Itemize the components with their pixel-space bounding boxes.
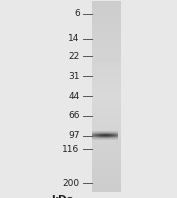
Text: 200: 200 [62,179,80,188]
Text: 6: 6 [74,9,80,18]
Text: 14: 14 [68,34,80,43]
Text: 31: 31 [68,72,80,81]
Text: 116: 116 [62,145,80,154]
Text: kDa: kDa [52,195,74,198]
Text: 97: 97 [68,131,80,140]
Text: 22: 22 [68,52,80,61]
Text: 44: 44 [68,91,80,101]
Text: 66: 66 [68,111,80,120]
